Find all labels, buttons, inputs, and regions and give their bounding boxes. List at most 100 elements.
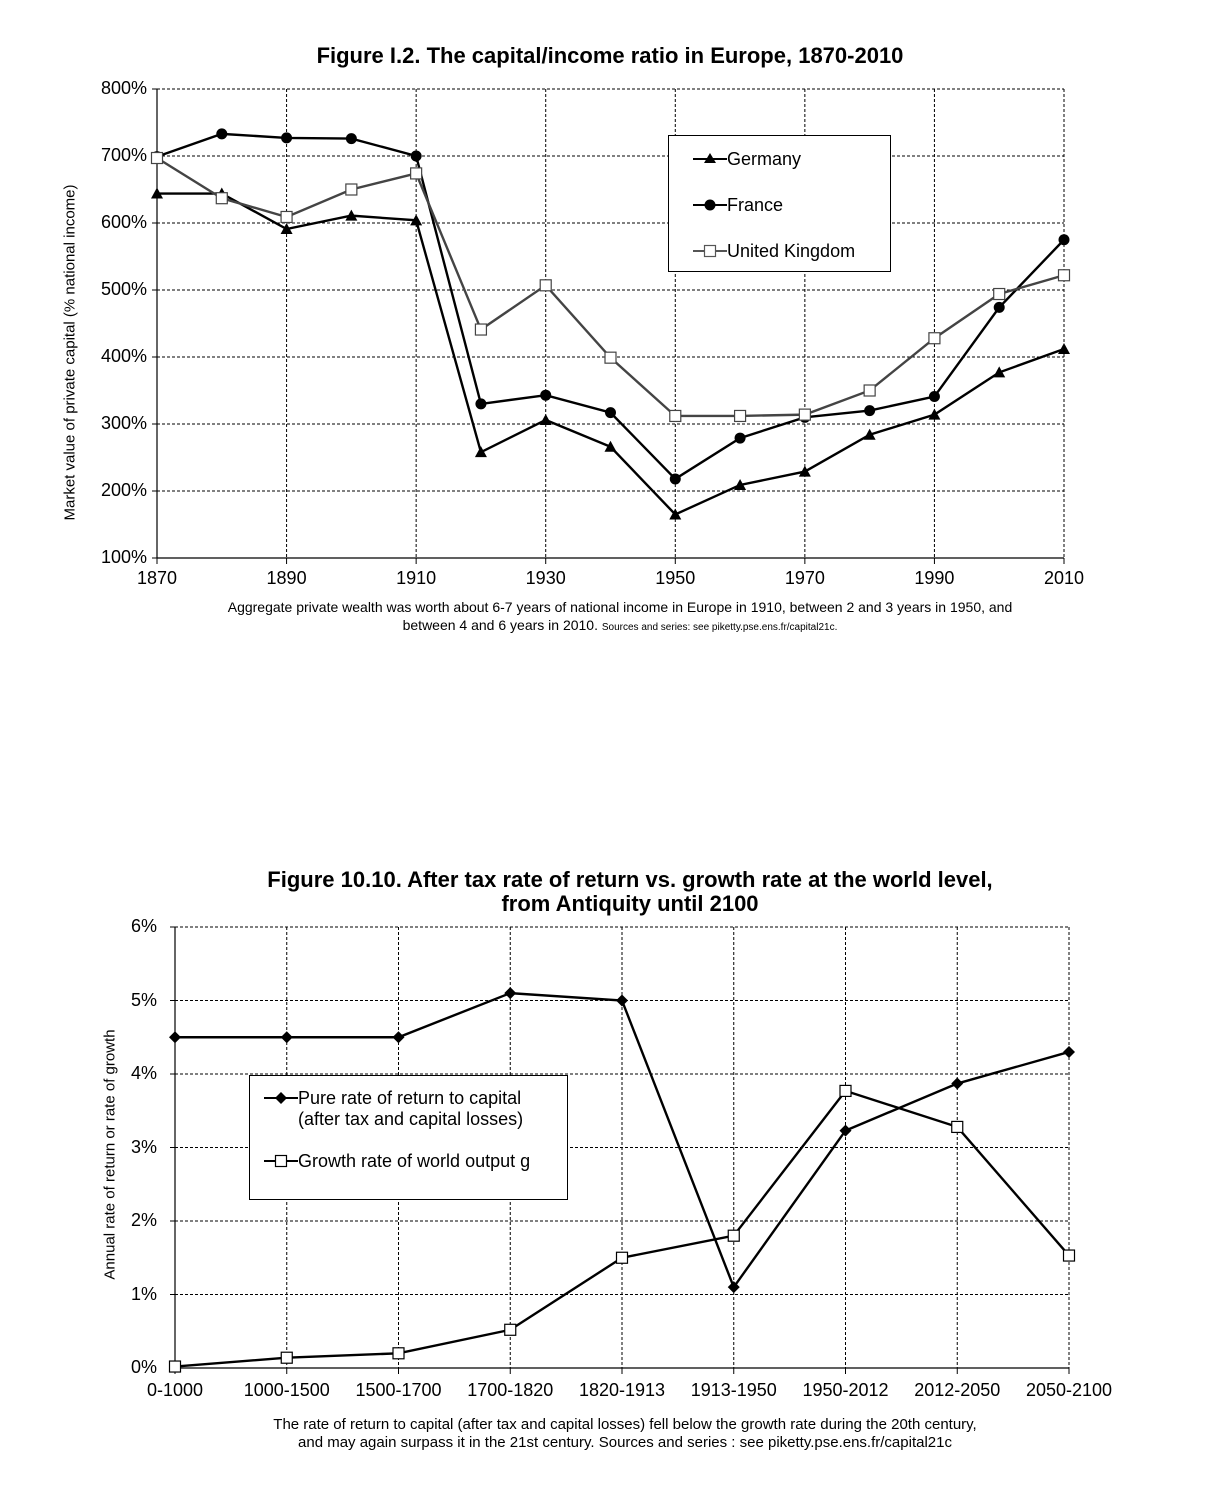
data-point-germany [474, 446, 487, 458]
data-point-france [669, 473, 681, 485]
chart2-title-line1: Figure 10.10. After tax rate of return v… [267, 867, 993, 892]
series-line-united-kingdom [156, 156, 1065, 418]
legend-label-france: France [727, 195, 784, 215]
x-tick-label: 1950 [655, 568, 696, 588]
y-tick-label: 4% [130, 1063, 157, 1083]
data-point-germany [863, 428, 876, 440]
data-point-united-kingdom [669, 409, 682, 423]
x-tick-label: 1970 [784, 568, 825, 588]
y-tick-label: 100% [100, 547, 147, 567]
chart2-title-line2: from Antiquity until 2100 [501, 891, 759, 916]
legend-label-rate-of-return: Pure rate of return to capital (after ta… [298, 1088, 523, 1130]
x-tick-label: 2050-2100 [1025, 1380, 1113, 1400]
y-tick-label: 1% [130, 1283, 157, 1304]
circle-marker-icon [693, 199, 727, 211]
data-point-united-kingdom [733, 409, 747, 423]
data-point-france [410, 150, 422, 162]
legend-label-growth-rate: Growth rate of world output g [298, 1151, 531, 1171]
y-tick-label: 700% [100, 145, 147, 165]
x-tick-label: 1820-1913 [578, 1380, 666, 1400]
data-point-growth-rate [504, 1323, 517, 1336]
data-point-rate-of-return [727, 1281, 740, 1294]
x-tick-label: 1700-1820 [467, 1380, 554, 1400]
data-point-united-kingdom [863, 384, 876, 397]
data-point-rate-of-return [951, 1077, 964, 1090]
legend-item-france: France [693, 195, 783, 216]
data-point-germany [280, 223, 293, 235]
data-point-united-kingdom [474, 323, 488, 336]
data-point-growth-rate [392, 1347, 405, 1360]
data-point-growth-rate [839, 1084, 852, 1098]
data-point-germany [604, 440, 617, 452]
chart2-legend: Pure rate of return to capital (after ta… [249, 1075, 568, 1200]
data-point-germany [734, 478, 747, 490]
data-point-france [734, 432, 746, 444]
data-point-united-kingdom [539, 279, 552, 292]
data-point-united-kingdom [150, 151, 164, 165]
y-tick-label: 400% [100, 346, 147, 366]
x-tick-label: 2012-2050 [914, 1380, 1001, 1400]
x-tick-label: 1000-1500 [243, 1380, 330, 1400]
data-point-france [281, 132, 293, 144]
data-point-rate-of-return [504, 987, 517, 1000]
data-point-growth-rate [615, 1251, 629, 1264]
data-point-growth-rate [1062, 1249, 1076, 1262]
data-point-germany [798, 465, 811, 477]
data-point-germany [669, 508, 682, 520]
data-point-germany [410, 214, 423, 226]
data-point-france [605, 407, 616, 419]
data-point-united-kingdom [215, 192, 228, 205]
chart1-title: Figure I.2. The capital/income ratio in … [316, 43, 904, 68]
data-point-rate-of-return [392, 1031, 405, 1044]
y-tick-label: 2% [130, 1210, 157, 1230]
y-tick-label: 800% [100, 78, 147, 98]
legend-item-germany: Germany [693, 149, 801, 170]
diamond-marker-icon [264, 1092, 298, 1104]
x-tick-label: 1950-2012 [802, 1380, 889, 1400]
legend-label-rate-of-return-line1: Pure rate of return to capital [298, 1088, 522, 1108]
chart2-title: Figure 10.10. After tax rate of return v… [180, 868, 1080, 916]
square-marker-icon [693, 244, 727, 258]
data-point-united-kingdom [345, 183, 358, 196]
data-point-rate-of-return [280, 1031, 293, 1044]
data-point-united-kingdom [1057, 269, 1071, 282]
data-point-growth-rate [951, 1120, 964, 1134]
data-point-united-kingdom [993, 287, 1006, 301]
chart2-caption-line2: and may again surpass it in the 21st cen… [298, 1434, 952, 1451]
y-tick-label: 600% [100, 212, 147, 232]
data-point-germany [928, 408, 941, 420]
chart1-caption-sources: Sources and series: see piketty.pse.ens.… [601, 622, 838, 633]
x-tick-label: 1870 [136, 568, 178, 588]
x-tick-label: 2010 [1043, 568, 1085, 588]
data-point-france [345, 133, 357, 145]
y-tick-label: 0% [130, 1357, 157, 1377]
y-tick-label: 5% [130, 989, 157, 1010]
data-point-france [993, 301, 1005, 313]
legend-item-rate-of-return: Pure rate of return to capital (after ta… [264, 1088, 523, 1130]
data-point-france [475, 398, 487, 410]
data-point-germany [539, 413, 552, 425]
y-tick-label: 3% [130, 1136, 157, 1157]
triangle-marker-icon [693, 153, 727, 163]
data-point-united-kingdom [604, 351, 617, 364]
x-tick-label: 1930 [525, 568, 566, 588]
data-point-germany [151, 187, 163, 199]
chart2-caption-line1: The rate of return to capital (after tax… [273, 1416, 977, 1433]
data-point-united-kingdom [410, 167, 423, 180]
data-point-united-kingdom [798, 408, 811, 421]
data-point-growth-rate [168, 1360, 182, 1373]
data-point-growth-rate [280, 1351, 293, 1364]
chart1-caption-main: Aggregate private wealth was worth about… [227, 599, 1013, 633]
data-point-germany [993, 366, 1006, 378]
x-tick-label: 1500-1700 [355, 1380, 442, 1400]
x-tick-label: 0-1000 [146, 1380, 204, 1400]
x-tick-label: 1990 [914, 568, 955, 588]
x-tick-label: 1890 [266, 568, 307, 588]
legend-item-growth-rate: Growth rate of world output g [264, 1151, 530, 1172]
legend-label-rate-of-return-line2: (after tax and capital losses) [298, 1109, 524, 1129]
data-point-france [1058, 234, 1070, 246]
chart1-caption: Aggregate private wealth was worth about… [205, 598, 1035, 637]
data-point-france [216, 128, 228, 140]
data-point-france [928, 391, 940, 403]
chart1-legend: Germany France United Kingdom [668, 135, 891, 272]
